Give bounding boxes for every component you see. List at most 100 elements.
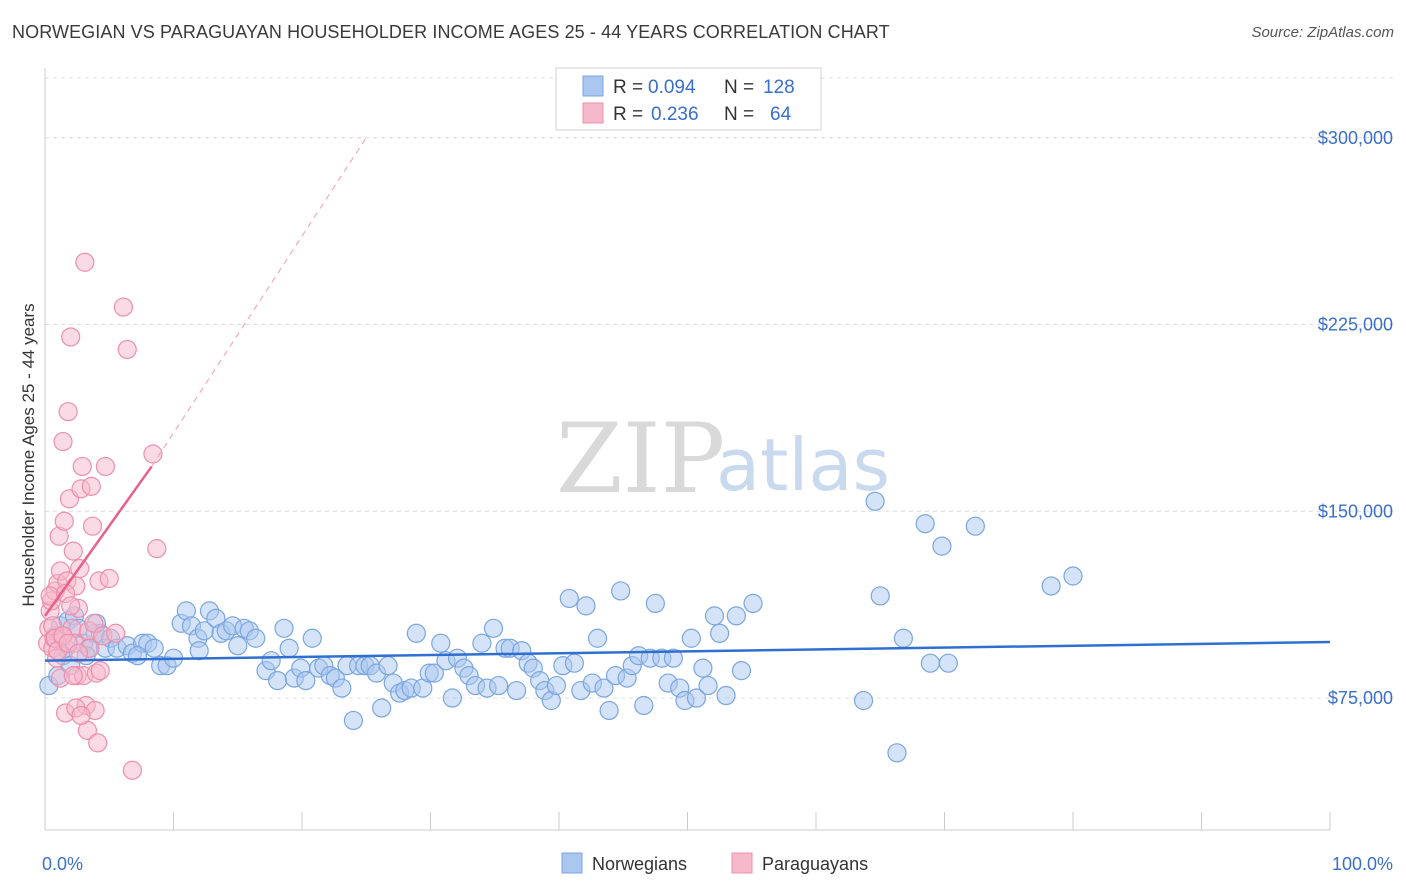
data-point-norwegians xyxy=(710,623,730,643)
legend-n-label-1: N = xyxy=(724,77,754,98)
data-point-norwegians xyxy=(731,661,752,681)
data-point-norwegians xyxy=(853,690,874,711)
data-point-paraguayans xyxy=(63,541,83,561)
data-point-paraguayans xyxy=(122,760,142,780)
data-point-norwegians xyxy=(332,678,352,698)
series-legend-swatch-norwegians xyxy=(561,852,583,874)
y-tick-label: $300,000 xyxy=(1318,128,1393,148)
axes xyxy=(44,68,1331,831)
data-point-norwegians xyxy=(870,586,890,606)
watermark-atlas: atlas xyxy=(716,423,890,507)
data-point-norwegians xyxy=(1063,566,1083,586)
data-point-norwegians xyxy=(594,678,614,698)
x-tick-label-min: 0.0% xyxy=(42,854,83,874)
data-point-paraguayans xyxy=(113,297,133,317)
data-point-norwegians xyxy=(887,743,907,763)
data-point-paraguayans xyxy=(63,666,83,686)
data-point-paraguayans xyxy=(106,623,126,643)
data-point-norwegians xyxy=(965,516,985,536)
data-point-norwegians xyxy=(546,675,567,696)
data-point-norwegians xyxy=(564,653,585,673)
data-point-paraguayans xyxy=(72,456,92,477)
series-legend: Norwegians Paraguayans xyxy=(561,852,868,874)
data-point-norwegians xyxy=(698,675,718,696)
trend-lines xyxy=(43,137,1331,662)
data-point-norwegians xyxy=(343,710,363,731)
data-point-norwegians xyxy=(424,663,444,683)
data-point-norwegians xyxy=(372,698,392,718)
data-point-norwegians xyxy=(938,653,958,673)
legend-swatch-norwegians xyxy=(582,75,604,97)
legend-r-label-2: R = xyxy=(613,104,643,125)
chart-title: NORWEGIAN VS PARAGUAYAN HOUSEHOLDER INCO… xyxy=(12,22,890,42)
correlation-legend: R = 0.094 N = 128 R = 0.236 N = 64 xyxy=(555,67,822,131)
y-tick-label: $75,000 xyxy=(1328,688,1393,708)
watermark: ZIP atlas xyxy=(556,403,890,515)
data-point-norwegians xyxy=(378,656,398,676)
series-legend-swatch-paraguayans xyxy=(731,852,753,874)
data-point-norwegians xyxy=(645,593,665,614)
data-point-paraguayans xyxy=(58,402,78,422)
y-axis-label: Householder Income Ages 25 - 44 years xyxy=(19,303,38,606)
data-point-norwegians xyxy=(228,636,248,656)
scatter-points xyxy=(37,252,1083,780)
data-point-norwegians xyxy=(506,680,527,701)
data-point-norwegians xyxy=(483,618,504,638)
data-point-paraguayans xyxy=(75,252,95,272)
data-point-norwegians xyxy=(576,596,596,616)
data-point-paraguayans xyxy=(61,596,81,616)
legend-r-value-2: 0.236 xyxy=(651,104,699,125)
trend-line-paraguayans xyxy=(43,465,153,617)
data-point-norwegians xyxy=(681,628,701,648)
data-point-norwegians xyxy=(261,651,281,671)
data-point-norwegians xyxy=(442,688,462,708)
data-point-norwegians xyxy=(932,536,952,556)
data-point-norwegians xyxy=(920,653,940,673)
trend-line-extension-paraguayans xyxy=(151,137,367,467)
data-point-norwegians xyxy=(704,606,725,626)
legend-n-value-2: 64 xyxy=(770,104,792,125)
data-point-norwegians xyxy=(296,670,316,691)
data-point-paraguayans xyxy=(99,568,119,589)
data-point-paraguayans xyxy=(117,339,137,360)
data-point-norwegians xyxy=(189,641,209,661)
data-point-norwegians xyxy=(1041,576,1061,596)
data-point-norwegians xyxy=(915,514,935,534)
data-point-norwegians xyxy=(406,623,426,643)
data-point-norwegians xyxy=(144,638,164,658)
data-point-paraguayans xyxy=(54,511,74,531)
data-point-paraguayans xyxy=(143,444,163,464)
data-point-norwegians xyxy=(472,633,492,653)
data-point-paraguayans xyxy=(88,733,108,753)
legend-r-label-1: R = xyxy=(613,77,643,98)
data-point-norwegians xyxy=(686,688,707,708)
data-point-norwegians xyxy=(663,648,683,668)
legend-r-value-1: 0.094 xyxy=(648,77,696,98)
data-point-norwegians xyxy=(716,685,736,706)
data-point-norwegians xyxy=(127,646,148,666)
trend-line-norwegians xyxy=(44,640,1331,662)
data-point-paraguayans xyxy=(95,456,115,477)
data-point-norwegians xyxy=(611,581,631,601)
data-point-norwegians xyxy=(431,633,451,653)
data-point-norwegians xyxy=(893,628,913,648)
data-point-norwegians xyxy=(559,588,579,609)
data-point-norwegians xyxy=(634,695,654,716)
data-point-paraguayans xyxy=(68,643,89,663)
data-point-norwegians xyxy=(693,658,713,678)
x-tick-label-max: 100.0% xyxy=(1332,854,1393,874)
x-tick-labels: 0.0% 100.0% xyxy=(42,854,1393,874)
data-point-norwegians xyxy=(489,675,509,696)
y-tick-label: $225,000 xyxy=(1318,315,1393,335)
data-point-norwegians xyxy=(274,618,294,638)
series-legend-label-paraguayans: Paraguayans xyxy=(762,854,868,874)
data-point-norwegians xyxy=(865,491,885,511)
data-point-paraguayans xyxy=(90,661,110,681)
legend-n-value-1: 128 xyxy=(763,77,795,98)
series-legend-label-norwegians: Norwegians xyxy=(592,854,687,874)
data-point-norwegians xyxy=(599,700,619,721)
data-point-norwegians xyxy=(267,670,288,691)
y-tick-label: $150,000 xyxy=(1318,501,1393,521)
data-point-paraguayans xyxy=(71,705,91,726)
